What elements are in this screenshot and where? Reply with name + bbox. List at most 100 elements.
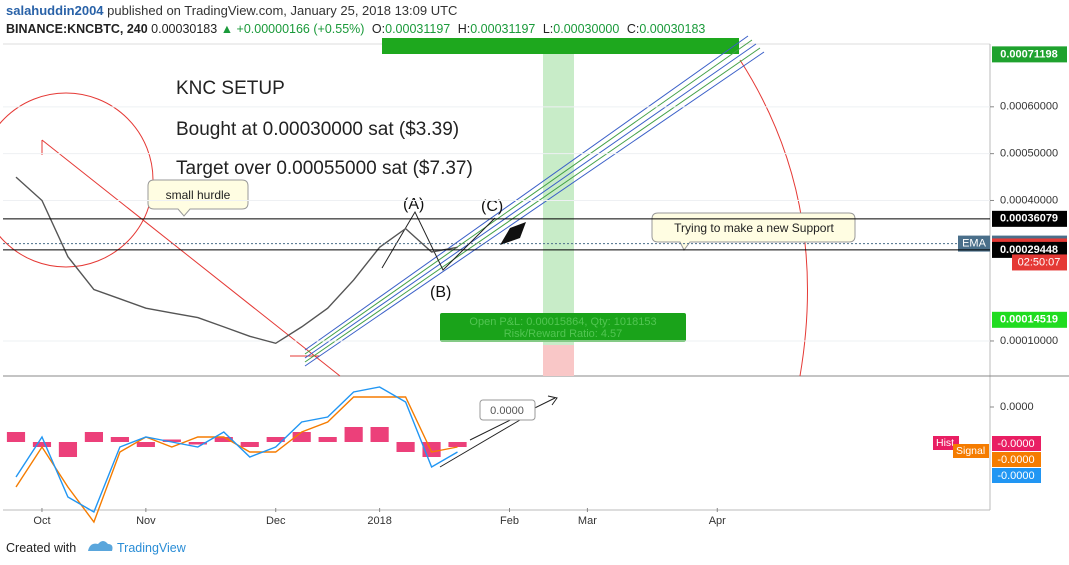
series-name: Signal (956, 445, 985, 457)
y-tick-label: 0.00050000 (1000, 148, 1058, 160)
hist-bar (32, 442, 52, 447)
x-tick-label: Apr (709, 515, 726, 527)
x-tick-label: Oct (33, 515, 50, 527)
countdown: 02:50:07 (1018, 256, 1061, 268)
callout (147, 179, 249, 217)
callout (651, 212, 856, 251)
ohlc-value: 0.00030000 (553, 22, 620, 36)
wave-label: (A) (403, 196, 424, 213)
arc-drawing (739, 59, 808, 377)
x-tick-label: Mar (578, 515, 597, 527)
callout-text: small hurdle (166, 188, 231, 202)
price-label: 0.00014519 (1000, 314, 1058, 326)
hist-bar (136, 442, 155, 447)
last-value-box (992, 452, 1041, 467)
hist-bar (162, 439, 181, 442)
published: published on TradingView.com, January 25… (107, 3, 458, 18)
change: ▲ +0.00000166 (+0.55%) (220, 22, 365, 36)
indicator-line (15, 386, 458, 514)
annotation: KNC SETUP (176, 78, 285, 99)
ohlc-value: 0.00031197 (385, 22, 451, 36)
y-tick-label: 0.00040000 (1000, 194, 1058, 206)
hist-bar (266, 437, 285, 442)
countdown-box (1012, 254, 1067, 271)
rocket-icon (500, 222, 526, 245)
price-line (15, 176, 458, 345)
series-name-box (933, 436, 959, 450)
x-tick-label: 2018 (367, 515, 391, 527)
series-name: Hist (936, 437, 954, 449)
callout-text: Trying to make a new Support (674, 221, 834, 235)
ohlc-key: L: (542, 22, 554, 36)
hist-bar (58, 442, 78, 457)
price-label: 0.00029448 (1000, 244, 1058, 256)
hist-bar (240, 442, 259, 447)
hist-bar (110, 437, 129, 442)
symbol: BINANCE:KNCBTC, 240 (6, 22, 148, 36)
target-box (382, 38, 739, 54)
circle-drawing (0, 92, 154, 268)
author[interactable]: salahuddin2004 (6, 3, 104, 18)
y-tick-label: 0.0000 (1000, 401, 1034, 413)
price-label-box (992, 210, 1067, 227)
ohlc-value: 0.00031197 (470, 22, 536, 36)
hist-bar (370, 427, 389, 442)
y-tick-label: 0.00060000 (1000, 101, 1058, 113)
price-label: 0.00036079 (1000, 213, 1058, 225)
price-label-box (992, 241, 1067, 258)
hist-bar (448, 442, 467, 447)
wave-label: (B) (430, 284, 451, 301)
trend-line (41, 139, 341, 377)
price-label-box (992, 311, 1067, 328)
x-tick-label: Nov (136, 515, 156, 527)
ohlc-key: O: (371, 22, 386, 36)
channel (304, 35, 765, 367)
hist-bar (318, 437, 337, 442)
header-line: salahuddin2004 published on TradingView.… (6, 3, 457, 18)
callout (479, 399, 536, 421)
callout-text: 0.0000 (490, 405, 524, 417)
abc-pattern (381, 210, 496, 271)
symbol-line: BINANCE:KNCBTC, 240 0.00030183 ▲ +0.0000… (6, 22, 705, 36)
price-label-box (992, 46, 1067, 63)
price-label-name-box (958, 235, 990, 252)
pnl-box (440, 313, 686, 342)
hist-bar (422, 442, 441, 457)
last-value-box (992, 436, 1041, 451)
price-label: 0.00071198 (1000, 48, 1058, 60)
last-value-label: -0.0000 (997, 454, 1034, 466)
hist-bar (214, 437, 233, 442)
y-tick-label: 0.00010000 (1000, 335, 1058, 347)
wave-label: (C) (481, 198, 503, 215)
hist-bar (6, 432, 26, 442)
last-value-label: -0.0000 (997, 438, 1034, 450)
footer-brand[interactable]: TradingView (117, 541, 187, 555)
footer-text: Created with (6, 541, 76, 555)
ohlc-key: H: (457, 22, 471, 36)
hist-bar (292, 432, 311, 442)
logo (88, 541, 113, 551)
hist-bar (396, 442, 415, 452)
last-value-box (992, 468, 1041, 483)
last-price: 0.00030183 (151, 22, 218, 36)
target-zone (543, 45, 574, 345)
pnl-text: Risk/Reward Ratio: 4.57 (504, 328, 623, 340)
ohlc-value: 0.00030183 (639, 22, 706, 36)
ohlc-key: C: (626, 22, 640, 36)
arrow-head (547, 395, 558, 406)
last-value-label: -0.0000 (997, 470, 1034, 482)
hist-bar (84, 432, 103, 442)
stop-zone (543, 345, 574, 376)
series-name-box (953, 444, 989, 458)
hist-bar (344, 427, 363, 442)
pnl-text: Open P&L: 0.00015864, Qty: 1018153 (469, 316, 656, 328)
x-tick-label: Feb (500, 515, 519, 527)
price-label-name: EMA (962, 238, 987, 250)
hist-bar (188, 442, 207, 445)
annotation: Target over 0.00055000 sat ($7.37) (176, 158, 473, 179)
x-tick-label: Dec (266, 515, 286, 527)
indicator-line (15, 396, 458, 524)
annotation: Bought at 0.00030000 sat ($3.39) (176, 119, 459, 140)
